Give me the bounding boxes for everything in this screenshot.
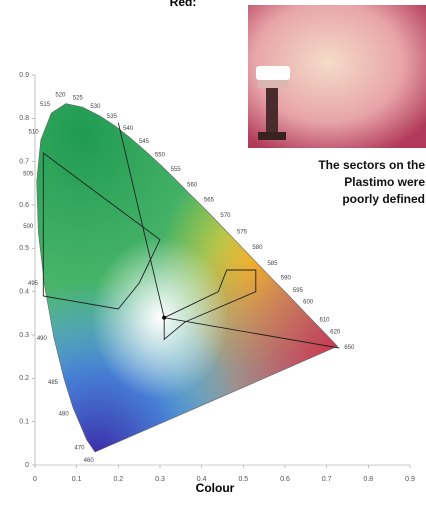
caption-line: poorly defined xyxy=(342,192,425,206)
caption-line: The sectors on the xyxy=(318,158,425,172)
y-tick-label: 0.7 xyxy=(19,159,29,166)
wavelength-label: 585 xyxy=(267,261,278,267)
wavelength-label: 620 xyxy=(330,330,341,336)
wavelength-label: 580 xyxy=(252,245,263,251)
wavelength-label: 485 xyxy=(48,380,59,386)
photo-inset xyxy=(248,5,426,148)
x-tick-label: 0.2 xyxy=(113,476,123,483)
wavelength-label: 500 xyxy=(23,224,34,230)
title: Red: xyxy=(170,0,197,9)
wavelength-label: 540 xyxy=(123,126,134,132)
sector-outline xyxy=(164,317,340,349)
wavelength-label: 530 xyxy=(90,104,101,110)
wavelength-label: 560 xyxy=(187,182,198,188)
x-tick-label: 0.1 xyxy=(72,476,82,483)
wavelength-label: 545 xyxy=(139,139,150,145)
sector-outline xyxy=(163,269,257,341)
wavelength-label: 550 xyxy=(155,153,166,159)
y-tick-label: 0.8 xyxy=(19,115,29,122)
sector-outline xyxy=(117,122,165,318)
wavelength-label: 460 xyxy=(84,458,95,464)
x-tick-label: 0 xyxy=(33,476,37,483)
wavelength-label: 495 xyxy=(28,281,39,287)
wavelength-label: 490 xyxy=(37,336,48,342)
wavelength-label: 610 xyxy=(319,318,330,324)
wavelength-label: 535 xyxy=(107,114,118,120)
x-tick-label: 0.8 xyxy=(363,476,373,483)
y-tick-label: 0 xyxy=(25,462,29,469)
x-tick-label: 0.9 xyxy=(405,476,415,483)
wavelength-label: 480 xyxy=(59,411,70,417)
wavelength-label: 575 xyxy=(237,229,248,235)
wavelength-label: 565 xyxy=(204,197,215,203)
wavelength-label: 520 xyxy=(55,92,66,98)
spectral-locus xyxy=(36,103,339,453)
x-tick-label: 0.6 xyxy=(280,476,290,483)
wavelength-label: 470 xyxy=(74,445,85,451)
y-tick-label: 0.2 xyxy=(19,375,29,382)
wavelength-label: 595 xyxy=(293,288,304,294)
y-tick-label: 0.1 xyxy=(19,419,29,426)
sector-outline xyxy=(42,152,161,310)
x-tick-label: 0.4 xyxy=(197,476,207,483)
wavelength-label: 505 xyxy=(23,172,34,178)
y-tick-label: 0.6 xyxy=(19,202,29,209)
wavelength-label: 600 xyxy=(303,300,314,306)
y-tick-label: 0.4 xyxy=(19,289,29,296)
white-point xyxy=(162,315,167,320)
x-axis-label: Colour xyxy=(196,481,235,495)
wavelength-label: 515 xyxy=(40,102,51,108)
wavelength-label: 570 xyxy=(220,213,231,219)
wavelength-label: 555 xyxy=(171,167,182,173)
wavelength-label: 590 xyxy=(281,275,292,281)
y-tick-label: 0.9 xyxy=(19,72,29,79)
x-tick-label: 0.3 xyxy=(155,476,165,483)
wavelength-label: 525 xyxy=(73,95,84,101)
wavelength-label: 650 xyxy=(344,345,355,351)
y-tick-label: 0.5 xyxy=(19,245,29,252)
x-tick-label: 0.7 xyxy=(322,476,332,483)
caption-line: Plastimo were xyxy=(344,175,425,189)
y-tick-label: 0.3 xyxy=(19,332,29,339)
x-tick-label: 0.5 xyxy=(238,476,248,483)
wavelength-label: 510 xyxy=(29,130,40,136)
